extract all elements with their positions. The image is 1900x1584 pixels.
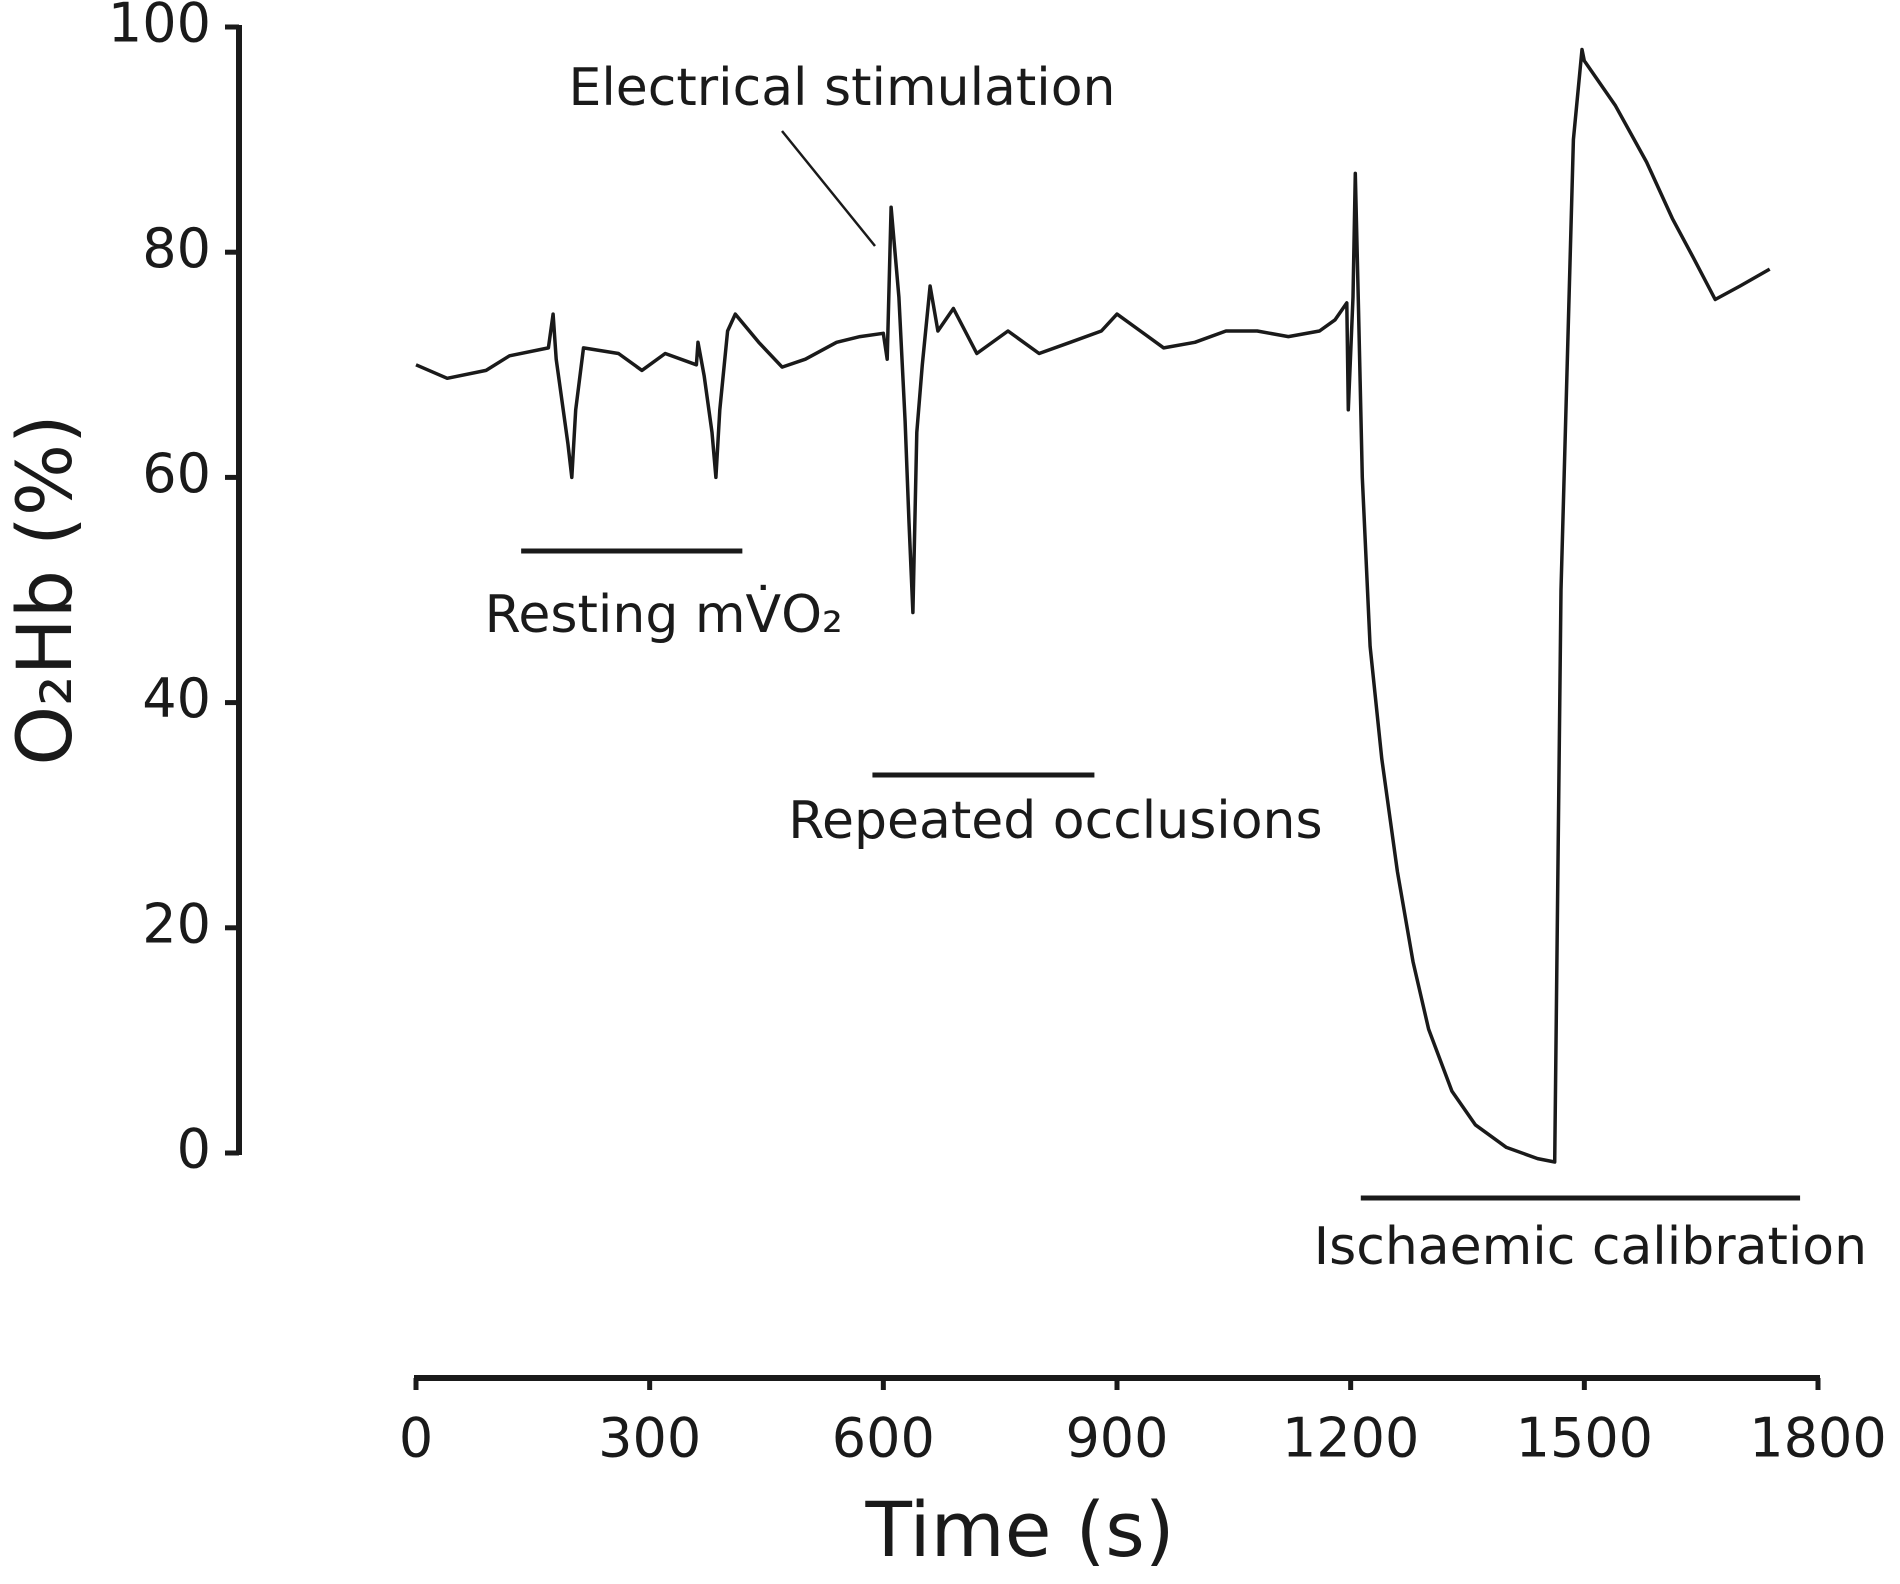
x-tick-label: 0 bbox=[399, 1407, 433, 1470]
annotation-label: Ischaemic calibration bbox=[1314, 1217, 1867, 1277]
x-axis-title: Time (s) bbox=[864, 1485, 1174, 1574]
y-tick-label: 100 bbox=[108, 0, 211, 55]
y-tick-label: 60 bbox=[142, 442, 211, 505]
data-line bbox=[415, 47, 1771, 1164]
y-tick-label: 80 bbox=[142, 217, 211, 280]
annotation-label: Electrical stimulation bbox=[569, 58, 1116, 118]
y-axis-title: O₂Hb (%) bbox=[0, 414, 89, 765]
annotation-label: Repeated occlusions bbox=[788, 791, 1322, 851]
x-tick-label: 1200 bbox=[1282, 1407, 1419, 1470]
x-tick-label: 900 bbox=[1065, 1407, 1168, 1470]
x-tick-label: 600 bbox=[832, 1407, 935, 1470]
y-tick-label: 20 bbox=[142, 892, 211, 955]
annotation-label: Resting mV̇O₂ bbox=[485, 585, 843, 645]
y-tick-label: 0 bbox=[177, 1118, 211, 1181]
annotation-pointer bbox=[781, 130, 876, 247]
y-tick-label: 40 bbox=[142, 667, 211, 730]
x-tick-label: 1800 bbox=[1749, 1407, 1886, 1470]
x-tick-label: 1500 bbox=[1516, 1407, 1653, 1470]
x-tick-label: 300 bbox=[598, 1407, 701, 1470]
